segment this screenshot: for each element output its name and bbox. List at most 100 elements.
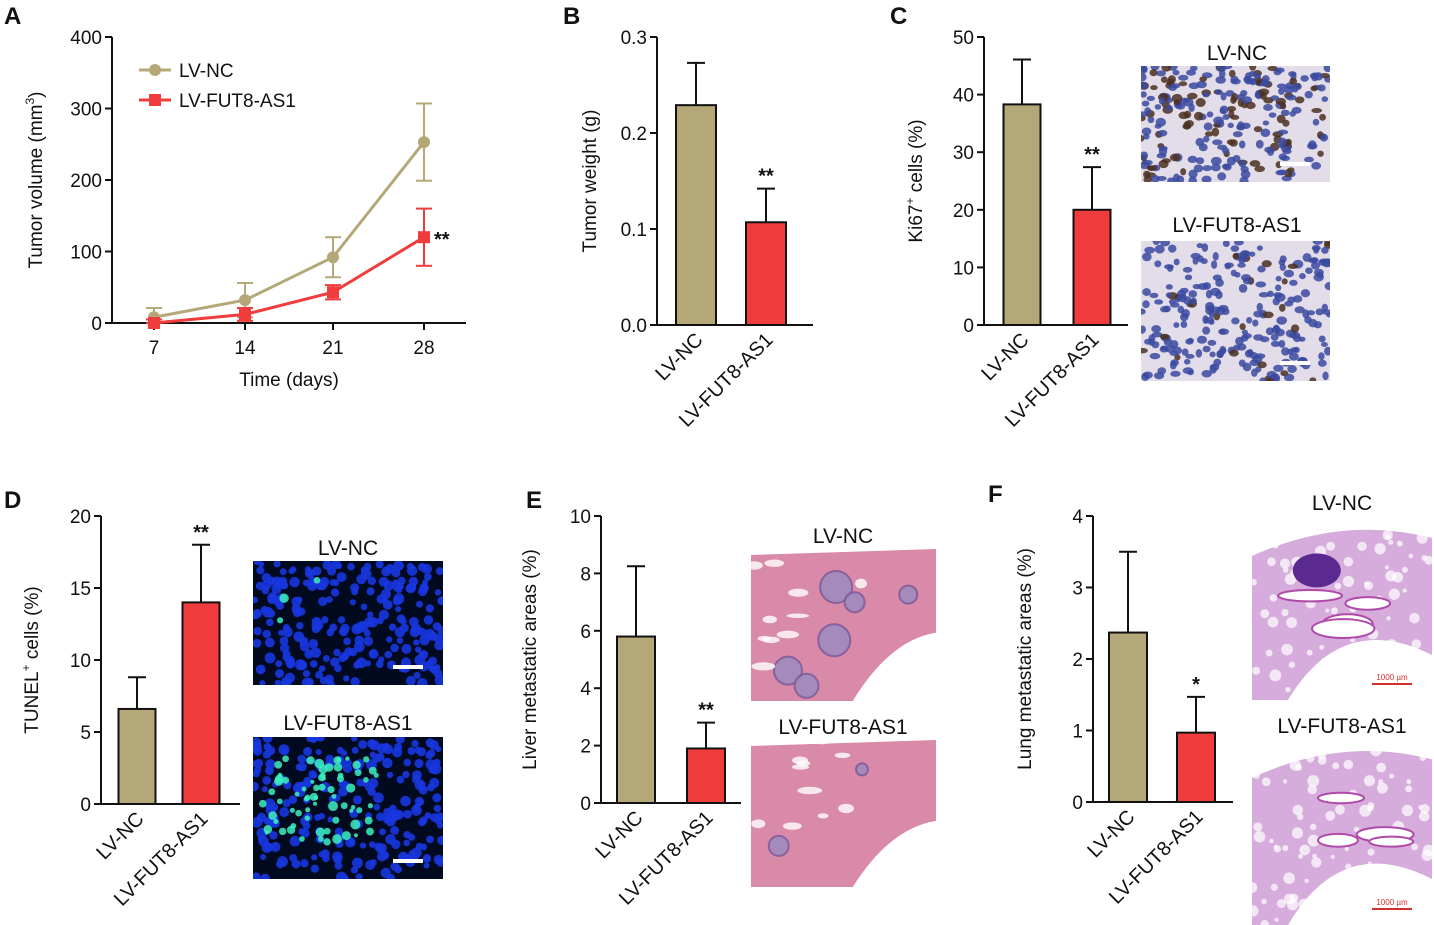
cell-nucleus [1282,119,1290,127]
cell-nucleus [354,635,365,646]
cell-nucleus [1208,319,1215,325]
cell-nucleus [1151,331,1163,338]
cell-nucleus [297,754,306,764]
cell-nucleus [303,747,312,756]
cell-nucleus [1201,175,1212,182]
cell-nucleus [1248,251,1256,257]
tunel-positive-cell [340,802,348,810]
alveolus [1375,677,1381,683]
y-tick-label: 0 [91,314,102,335]
significance-stars: ** [1084,144,1100,166]
cell-nucleus [415,646,422,653]
alveolus [1298,853,1304,859]
tunel-positive-cell [277,617,284,624]
cell-nucleus [424,628,435,639]
y-tick-label: 0 [80,795,91,816]
cell-nucleus [266,618,274,627]
alveolus [1353,826,1360,833]
cell-nucleus [1270,373,1278,380]
cell-nucleus [1192,283,1202,290]
cell-nucleus [366,587,375,596]
alveolus [1282,567,1289,573]
cell-nucleus [1160,241,1171,247]
tunel-positive-cell [268,811,277,820]
cell-nucleus [1321,96,1329,102]
alveolus [1291,827,1304,839]
y-tick-label: 0 [963,316,974,337]
alveolus [1401,566,1408,573]
cell-nucleus [350,677,360,685]
cell-nucleus [353,795,362,805]
tunel-positive-cell [363,777,369,783]
cell-nucleus [1176,175,1185,182]
cell-nucleus [1275,275,1282,282]
tunel-micrograph [253,737,443,879]
cell-nucleus [340,623,350,633]
alveolus [1371,899,1382,910]
alveolus [1311,857,1322,868]
vessel [751,819,766,829]
cell-nucleus [297,762,307,772]
alveolus [1321,658,1326,663]
cell-nucleus [416,600,423,608]
cell-nucleus [416,747,427,757]
cell-nucleus [1199,76,1208,82]
alveolus [1335,804,1345,815]
cell-nucleus [381,597,389,604]
vessel [791,764,810,770]
cell-nucleus [1222,241,1230,248]
cell-nucleus [1202,92,1210,98]
metastatic-nodule [898,584,919,605]
cell-nucleus [1289,279,1298,286]
cell-nucleus [282,624,291,632]
cell-nucleus [1194,111,1204,121]
cell-nucleus [276,860,285,869]
cell-nucleus [312,566,322,576]
alveolus [1273,844,1278,850]
cell-nucleus [1141,308,1146,315]
cell-nucleus [337,616,346,624]
alveolus [1269,838,1274,844]
tunel-positive-cell [314,758,325,769]
cell-nucleus [1324,346,1330,356]
cell-nucleus [1150,85,1158,91]
cell-nucleus [1202,315,1209,324]
cell-nucleus [406,562,414,570]
cell-nucleus [350,737,358,742]
alveolus [1306,754,1315,763]
cell-nucleus [308,770,317,779]
cell-nucleus [413,671,421,679]
cell-nucleus [264,798,276,810]
alveolus [1375,916,1381,922]
y-tick-label: 20 [953,201,974,222]
alveolus [1367,861,1372,866]
alveolus [1359,804,1372,817]
cell-nucleus [255,664,266,675]
cell-nucleus [1254,165,1266,173]
cell-nucleus [358,739,368,749]
cell-nucleus [1141,151,1149,160]
cell-nucleus [422,854,432,863]
cell-nucleus [260,606,269,614]
cell-nucleus [1159,333,1170,340]
cell-nucleus [1322,371,1329,381]
y-tick-label: 4 [580,679,591,700]
y-axis-label-sup: + [19,664,33,671]
cell-nucleus [340,652,349,661]
y-tick-label: 0.3 [621,28,647,49]
cell-nucleus [1178,74,1189,81]
cell-nucleus [255,581,265,591]
cell-nucleus [279,568,287,576]
cell-nucleus [334,664,342,673]
cell-nucleus [1200,258,1208,265]
cell-nucleus [258,835,269,847]
cell-nucleus [1173,322,1180,328]
alveolus [1331,888,1337,894]
cell-nucleus [259,680,266,685]
alveolus [1364,581,1374,591]
cell-nucleus [308,638,319,649]
alveolus [1416,532,1428,544]
tunel-positive-cell [294,791,300,797]
cell-nucleus [1230,96,1237,104]
cell-nucleus [1180,320,1188,329]
